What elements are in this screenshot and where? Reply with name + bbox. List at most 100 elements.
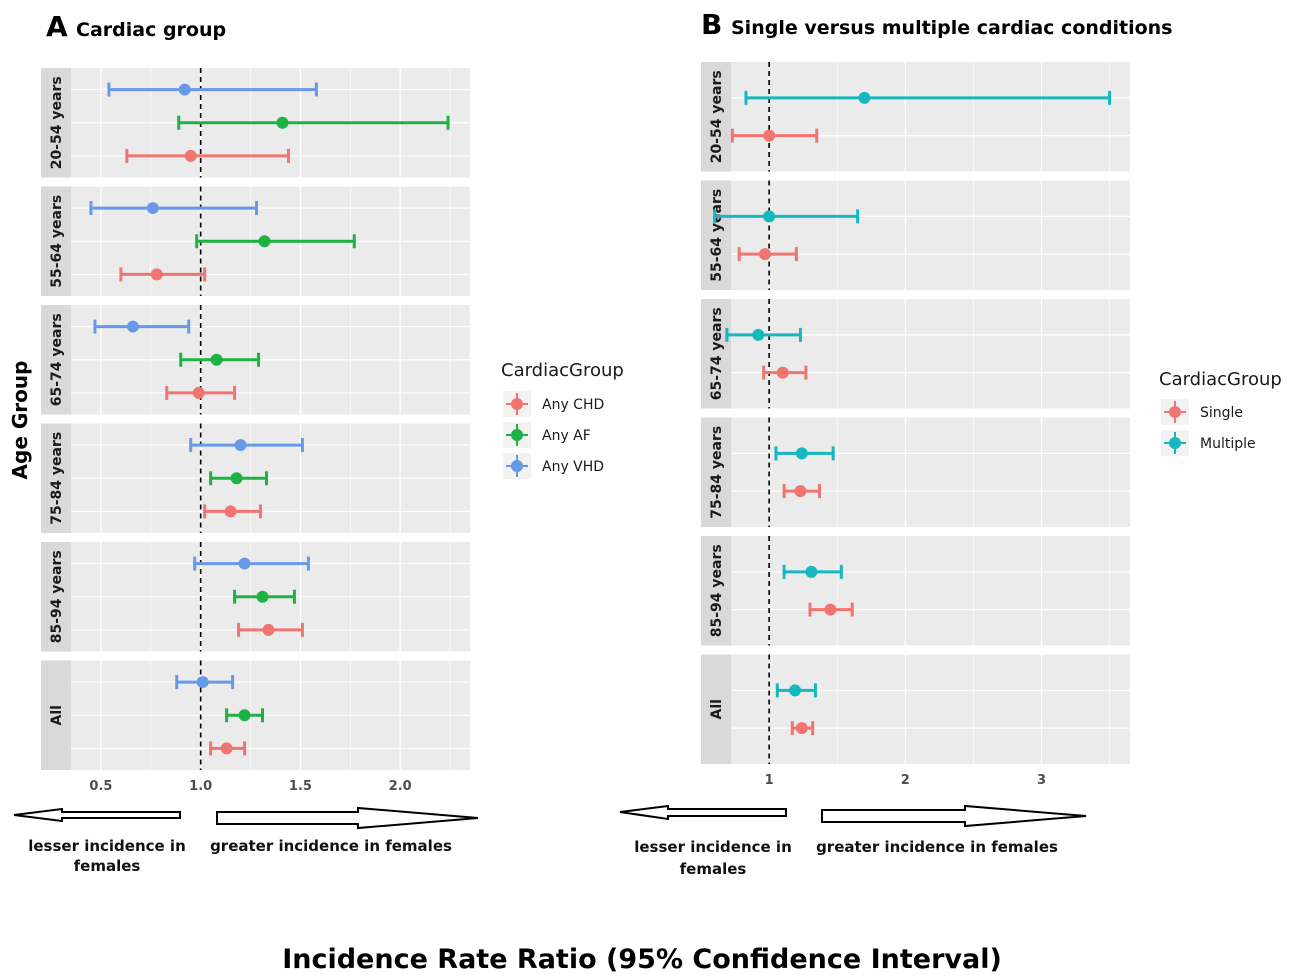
panel-a-facet-label: 75-84 years (49, 432, 65, 525)
panel-a-facet-6: All (41, 660, 470, 770)
panel-a-letter: A (46, 10, 68, 43)
panel-a-x-tick-label: 2.0 (389, 779, 412, 794)
panel-a-facet-3: 65-74 years (41, 305, 470, 415)
panel-a-facet-label: All (49, 705, 65, 725)
panel-a-x-tick-label: 1.0 (189, 779, 212, 794)
panel-b-facet-label: 75-84 years (709, 426, 725, 519)
panel-b-facet-5: 85-94 years (701, 536, 1130, 646)
panel-a-title: Cardiac group (76, 19, 226, 41)
panel-b-facet-strip (701, 62, 731, 172)
panel-b-facet-6: All (701, 654, 1130, 764)
panel-a-point-any-vhd (238, 557, 251, 570)
panel-a-point-any-chd (184, 149, 197, 162)
figure-x-axis-title: Incidence Rate Ratio (95% Confidence Int… (282, 944, 1002, 975)
panel-b-letter: B (701, 8, 722, 41)
panel-a-x-tick-label: 0.5 (89, 779, 112, 794)
panel-a-facet-label: 20-54 years (49, 76, 65, 169)
panel-b-facet-1: 20-54 years (701, 62, 1130, 172)
panel-a-facet-label: 85-94 years (49, 550, 65, 643)
panel-b-facet-4: 75-84 years (701, 417, 1130, 527)
panel-b-facet-label: 55-64 years (709, 189, 725, 282)
panel-b-legend-label-multiple: Multiple (1200, 436, 1256, 452)
panel-b-facet-panel (731, 180, 1130, 290)
panel-b-title: Single versus multiple cardiac condition… (731, 17, 1173, 39)
panel-b-point-single (763, 129, 776, 142)
panel-b-legend-key-dot (1169, 406, 1181, 418)
panel-a-facet-1: 20-54 years (41, 68, 470, 178)
panel-a-point-any-chd (224, 505, 237, 518)
panel-a-legend-key-dot (511, 460, 523, 472)
panel-a-facet-label: 65-74 years (49, 313, 65, 406)
panel-a-point-any-af (256, 590, 269, 603)
panel-b-point-single (794, 485, 807, 498)
panel-a-point-any-chd (220, 742, 233, 755)
panel-b-legend-label-single: Single (1200, 405, 1243, 421)
panel-a-facet-strip (41, 423, 71, 533)
panel-b-x-tick-label: 2 (901, 773, 910, 788)
panel-b-legend-key-dot (1169, 437, 1181, 449)
panel-a-legend-label-any-chd: Any CHD (542, 397, 604, 413)
panel-b-point-multiple (805, 565, 818, 578)
panel-a-arrow-left-label-line2: females (74, 857, 141, 875)
panel-b-point-multiple (795, 447, 808, 460)
panel-b-legend: CardiacGroup Single Multiple (1159, 369, 1282, 456)
panel-a-legend: CardiacGroup Any CHD Any AF Any VHD (501, 360, 624, 479)
panel-b-point-multiple (763, 210, 776, 223)
panel-a-facet-2: 55-64 years (41, 186, 470, 296)
panel-b-facet-strip (701, 654, 731, 764)
panel-a-point-any-vhd (146, 202, 159, 215)
panel-b-facet-panel (731, 299, 1130, 409)
panel-b-point-single (759, 248, 772, 261)
panel-a-arrow-right-label: greater incidence in females (210, 837, 452, 855)
panel-b-x-tick-label: 3 (1037, 773, 1046, 788)
panel-a-facet-strip (41, 542, 71, 652)
panel-b-right-arrow (821, 804, 1087, 828)
panel-b-left-arrow (619, 804, 787, 821)
panel-a-point-any-vhd (196, 676, 209, 689)
panel-b-plot: 20-54 years 55-64 years 65-74 years 75-84 y… (701, 62, 1130, 788)
panel-a-point-any-af (258, 235, 271, 248)
panel-a-legend-key-dot (511, 429, 523, 441)
panel-b-facet-strip (701, 417, 731, 527)
panel-b-facet-panel (731, 536, 1130, 646)
panel-a-point-any-af (276, 116, 289, 129)
panel-b-facet-label: 65-74 years (709, 307, 725, 400)
panel-b-facet-panel (731, 417, 1130, 527)
panel-b-point-single (776, 366, 789, 379)
panel-a-point-any-vhd (234, 439, 247, 452)
panel-a-point-any-vhd (126, 320, 139, 333)
panel-a-legend-label-any-vhd: Any VHD (542, 459, 604, 475)
panel-a-arrow-left-label-line1: lesser incidence in (28, 837, 186, 855)
panel-a-legend-title: CardiacGroup (501, 360, 624, 381)
panel-a-facet-4: 75-84 years (41, 423, 470, 533)
panel-b-facet-3: 65-74 years (701, 299, 1130, 409)
panel-a-facet-strip (41, 186, 71, 296)
panel-a-point-any-chd (262, 623, 275, 636)
panel-a-facet-strip (41, 660, 71, 770)
panel-b-facet-label: 85-94 years (709, 544, 725, 637)
panel-b-point-single (795, 722, 808, 735)
panel-a-point-any-af (230, 472, 243, 485)
panel-b-point-multiple (858, 91, 871, 104)
panel-b-facet-strip (701, 536, 731, 646)
panel-a-direction-arrows: lesser incidence in females greater inci… (13, 806, 479, 875)
panel-a-legend-label-any-af: Any AF (542, 428, 591, 444)
panel-b-facet-strip (701, 299, 731, 409)
panel-b-arrow-right-label: greater incidence in females (816, 838, 1058, 856)
panel-a-facet-strip (41, 305, 71, 415)
panel-a-facet-5: 85-94 years (41, 542, 470, 652)
panel-b-facet-panel (731, 654, 1130, 764)
panel-b-facet-label: All (709, 699, 725, 719)
panel-b-point-multiple (789, 684, 802, 697)
panel-a-right-arrow (216, 806, 479, 830)
panel-a-left-arrow (13, 807, 181, 823)
panel-a-facet-label: 55-64 years (49, 195, 65, 288)
panel-b-point-single (824, 603, 837, 616)
panel-a-point-any-af (238, 709, 251, 722)
panel-b-arrow-left-label-line2: females (680, 860, 747, 878)
panel-b-direction-arrows: lesser incidence in females greater inci… (619, 804, 1087, 878)
panel-a-point-any-af (210, 353, 223, 366)
panel-b-point-multiple (752, 328, 765, 341)
panel-b-legend-title: CardiacGroup (1159, 369, 1282, 390)
